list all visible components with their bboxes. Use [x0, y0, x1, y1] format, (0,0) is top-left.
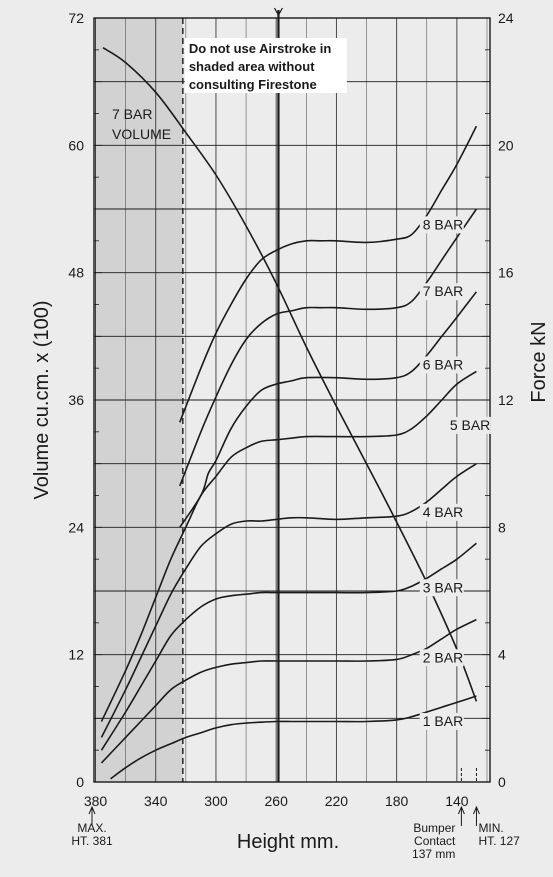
x-tick-label: 260 [265, 793, 289, 809]
curve-label-bg [419, 649, 464, 667]
curve-label: 7 BAR [423, 283, 463, 299]
bumper-contact-label: 137 mm [412, 847, 455, 861]
volume-curve [102, 47, 478, 702]
curve-label: 3 BAR [423, 579, 463, 595]
y-left-tick-label: 12 [68, 647, 84, 663]
curve-label-bg [419, 216, 464, 234]
x-tick-label: 380 [84, 793, 108, 809]
max-ht-label: HT. 381 [71, 834, 113, 848]
curve-label: 4 BAR [423, 504, 463, 520]
y-left-tick-label: 72 [68, 10, 84, 26]
curve-label-bg [419, 283, 464, 301]
annotation-bg [184, 38, 347, 93]
curve-label-bg [419, 579, 464, 597]
y-right-tick-label: 24 [498, 10, 514, 26]
volume-curve-label: VOLUME [112, 126, 171, 142]
curve-label-bg [419, 712, 464, 730]
y-left-tick-label: 60 [68, 137, 84, 153]
plot-frame [93, 17, 491, 783]
bumper-contact-label: Bumper [413, 821, 455, 835]
annotation-text: Do not use Airstroke in [189, 41, 332, 56]
curve-label: 8 BAR [423, 216, 463, 232]
y-right-tick-label: 12 [498, 392, 514, 408]
reference-arrow-icon [273, 7, 283, 17]
force-curve-4-bar [100, 463, 477, 738]
bumper-contact-arrow-icon [457, 805, 465, 815]
y-left-tick-label: 0 [76, 774, 84, 790]
max-ht-arrow-icon [88, 805, 96, 815]
x-axis-title: Height mm. [237, 831, 339, 853]
annotation-text: consulting Firestone [189, 77, 317, 92]
min-ht-label: MIN. [478, 821, 503, 835]
force-curve-8-bar [179, 125, 478, 423]
y-left-tick-label: 24 [68, 519, 84, 535]
curve-label: 1 BAR [423, 713, 463, 729]
min-ht-label: HT. 127 [478, 834, 520, 848]
curve-label: 2 BAR [423, 649, 463, 665]
x-tick-label: 140 [445, 793, 469, 809]
x-tick-label: 180 [385, 793, 409, 809]
annotation-text: shaded area without [189, 59, 315, 74]
force-curve-3-bar [100, 542, 477, 751]
x-tick-label: 340 [144, 793, 168, 809]
force-curve-1-bar [110, 695, 477, 780]
curve-label-bg [446, 416, 491, 434]
y-left-tick-label: 36 [68, 392, 84, 408]
min-ht-arrow-icon [472, 805, 480, 815]
x-tick-label: 300 [204, 793, 228, 809]
volume-curve-label: 7 BAR [112, 106, 152, 122]
x-tick-label: 220 [325, 793, 349, 809]
curve-label-bg [419, 356, 464, 374]
y-right-tick-label: 16 [498, 265, 514, 281]
y-right-tick-label: 20 [498, 137, 514, 153]
curve-label: 5 BAR [450, 417, 490, 433]
y-left-axis-title: Volume cu.cm. x (100) [31, 301, 53, 500]
y-right-tick-label: 4 [498, 647, 506, 663]
force-curve-5-bar [100, 370, 477, 722]
y-right-tick-label: 0 [498, 774, 506, 790]
y-right-axis-title: Force kN [528, 321, 550, 402]
curve-label: 6 BAR [423, 356, 463, 372]
force-curve-6-bar [179, 291, 478, 528]
max-ht-label: MAX. [77, 821, 106, 835]
y-right-tick-label: 8 [498, 519, 506, 535]
force-curve-2-bar [100, 618, 477, 764]
bumper-contact-label: Contact [414, 834, 456, 848]
y-left-tick-label: 48 [68, 265, 84, 281]
curve-label-bg [419, 503, 464, 521]
force-curve-7-bar [179, 208, 478, 487]
